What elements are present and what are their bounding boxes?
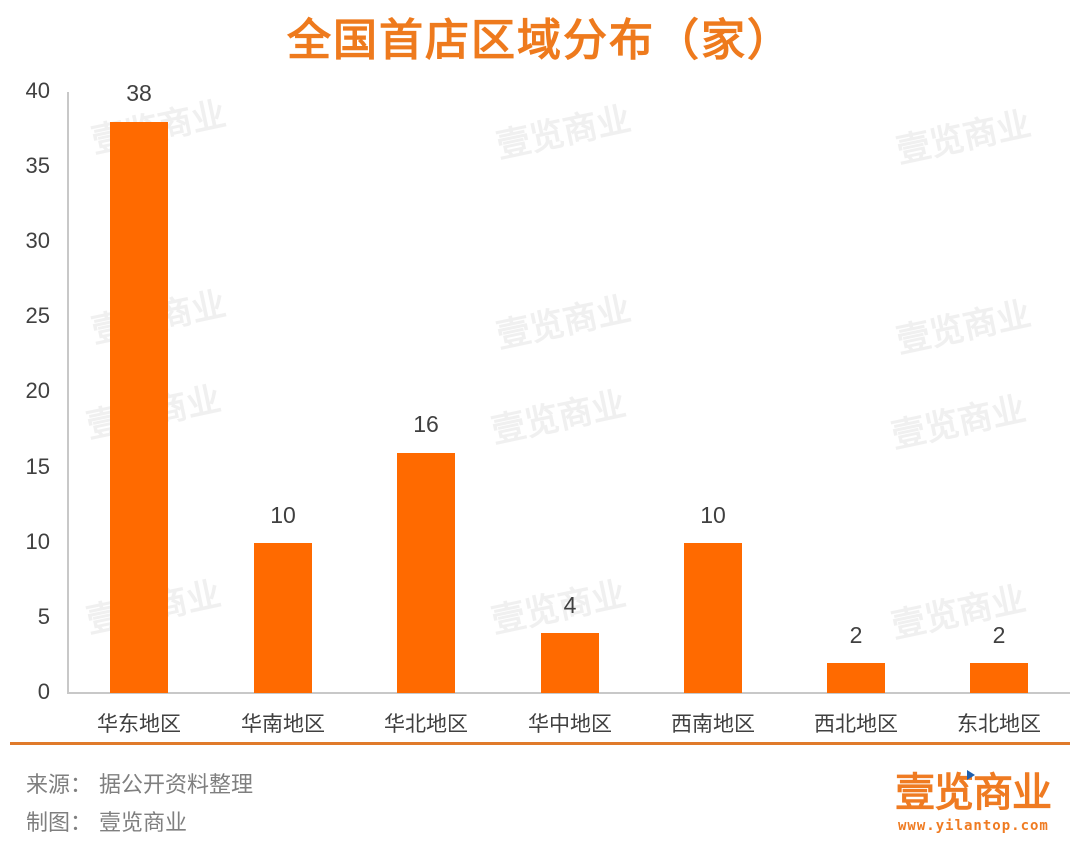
x-tick-label: 华南地区 xyxy=(241,712,325,736)
watermark: 壹览商业 xyxy=(493,99,635,167)
watermark: 壹览商业 xyxy=(893,104,1035,172)
y-tick-label: 35 xyxy=(25,153,50,178)
brand-url: www.yilantop.com xyxy=(898,818,1049,834)
brand-logo: 壹览商业 xyxy=(895,770,1052,816)
value-label: 4 xyxy=(563,592,577,618)
watermark: 壹览商业 xyxy=(488,384,630,452)
x-tick-label: 东北地区 xyxy=(957,712,1041,736)
bar-huadong xyxy=(110,122,168,693)
credit-note: 制图： 壹览商业 xyxy=(26,811,187,836)
watermark: 壹览商业 xyxy=(893,294,1035,362)
y-tick-label: 15 xyxy=(25,454,50,479)
y-tick-label: 20 xyxy=(25,378,50,403)
source-note: 来源： 据公开资料整理 xyxy=(26,773,253,798)
value-label: 2 xyxy=(849,622,863,648)
y-tick-label: 5 xyxy=(37,604,50,629)
bar-xinan xyxy=(684,543,742,693)
x-axis xyxy=(67,692,1070,694)
value-label: 38 xyxy=(126,80,152,106)
y-tick-label: 30 xyxy=(25,228,50,253)
value-label: 2 xyxy=(992,622,1006,648)
x-tick-label: 西南地区 xyxy=(671,712,755,736)
bar-dongbei xyxy=(970,663,1028,693)
y-tick-label: 25 xyxy=(25,303,50,328)
x-tick-label: 西北地区 xyxy=(814,712,898,736)
watermark: 壹览商业 xyxy=(888,389,1030,457)
footer-divider xyxy=(10,742,1070,745)
watermark: 壹览商业 xyxy=(493,289,635,357)
bar-xibei xyxy=(827,663,885,693)
x-tick-label: 华中地区 xyxy=(528,712,612,736)
y-tick-label: 10 xyxy=(25,529,50,554)
bar-huazhong xyxy=(541,633,599,693)
value-label: 16 xyxy=(413,411,439,437)
x-tick-label: 华东地区 xyxy=(97,712,181,736)
value-label: 10 xyxy=(270,502,296,528)
y-tick-label: 0 xyxy=(37,679,50,704)
play-icon xyxy=(967,770,975,780)
x-tick-label: 华北地区 xyxy=(384,712,468,736)
bar-huabei xyxy=(397,453,455,693)
bar-huanan xyxy=(254,543,312,693)
chart-title: 全国首店区域分布（家） xyxy=(287,15,793,66)
y-axis xyxy=(67,92,69,694)
y-tick-label: 40 xyxy=(25,78,50,103)
value-label: 10 xyxy=(700,502,726,528)
bar-chart: 壹览商业 壹览商业 壹览商业 壹览商业 壹览商业 壹览商业 壹览商业 壹览商业 … xyxy=(25,78,1070,736)
